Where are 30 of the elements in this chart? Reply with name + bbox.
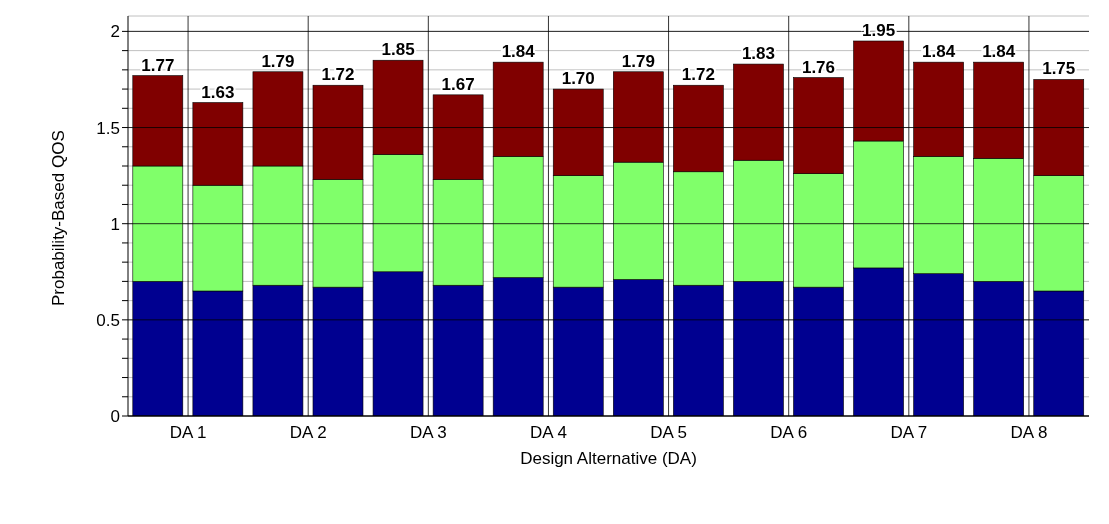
x-tick-label: DA 5 (650, 423, 687, 442)
y-tick-label: 2 (110, 22, 120, 42)
total-label: 1.79 (261, 51, 295, 71)
x-tick-label: DA 4 (530, 423, 567, 442)
y-tick-label: 1.5 (96, 118, 120, 138)
total-label: 1.67 (441, 74, 475, 94)
total-label: 1.72 (681, 65, 715, 85)
x-tick-label: DA 2 (289, 423, 327, 442)
x-tick-label: DA 3 (409, 423, 447, 442)
y-tick-label: 0 (110, 407, 120, 427)
total-label: 1.76 (801, 57, 836, 77)
y-axis-title: Probability-Based QOS (49, 130, 69, 306)
x-tick-label: DA 7 (890, 423, 928, 442)
x-tick-label: DA 1 (169, 423, 207, 442)
total-label: 1.85 (381, 40, 415, 60)
total-label: 1.83 (741, 44, 775, 64)
total-label: 1.84 (922, 42, 956, 62)
y-tick-label: 0.5 (96, 310, 120, 330)
total-label: 1.79 (621, 51, 655, 71)
total-label: 1.84 (982, 42, 1016, 62)
total-label: 1.72 (321, 65, 355, 85)
total-label: 1.70 (561, 69, 595, 89)
total-label: 1.84 (501, 42, 536, 62)
x-axis-title: Design Alternative (DA) (520, 449, 697, 468)
y-tick-label: 1 (110, 214, 120, 234)
x-tick-label: DA 8 (1010, 423, 1048, 442)
total-label: 1.77 (141, 55, 175, 75)
total-label: 1.63 (201, 82, 235, 102)
x-tick-label: DA 6 (770, 423, 808, 442)
total-label: 1.75 (1042, 59, 1076, 79)
